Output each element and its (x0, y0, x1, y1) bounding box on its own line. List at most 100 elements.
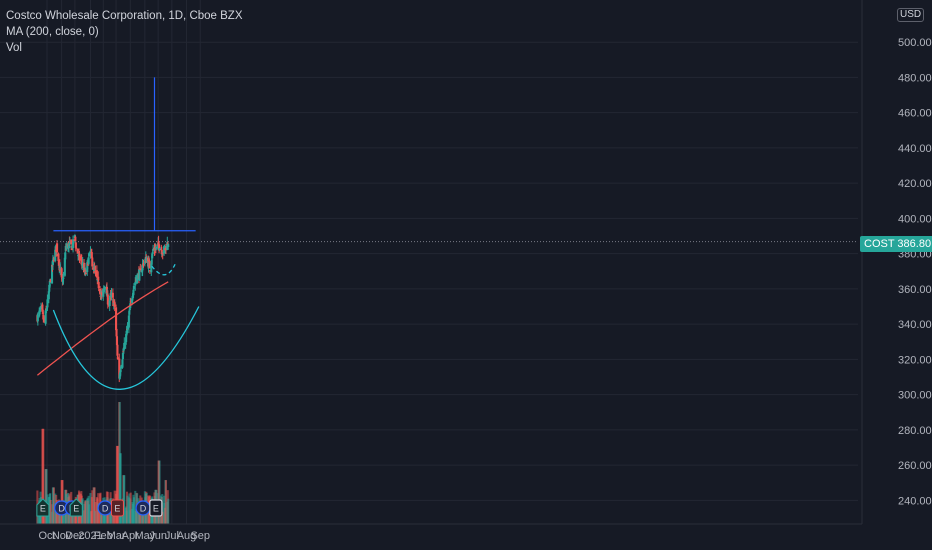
drawing-overlays (0, 77, 858, 390)
event-marker-earnings[interactable]: E (69, 498, 83, 517)
event-marker-label: D (102, 504, 109, 514)
event-marker-dividend[interactable]: D (97, 500, 113, 516)
volume-bar (158, 460, 161, 524)
candle-body (136, 275, 139, 284)
price-axis[interactable]: 500.00480.00460.00440.00420.00400.00380.… (861, 0, 932, 524)
event-marker-label: E (114, 504, 120, 514)
candle-body (72, 239, 75, 249)
candle-body (46, 299, 49, 308)
candle-body (142, 263, 145, 266)
candle-body (63, 257, 66, 276)
volume-bar (100, 507, 103, 524)
price-tick-label: 480.00 (898, 72, 932, 84)
price-tick-label: 500.00 (898, 37, 932, 49)
candle-body (121, 352, 124, 360)
candle-body (97, 276, 100, 280)
candle-body (119, 370, 122, 373)
event-marker-earnings[interactable]: E (36, 498, 50, 517)
candle-body (122, 348, 125, 351)
volume-bar (132, 497, 135, 524)
volume-bar (129, 492, 132, 524)
candle-body (47, 291, 50, 300)
candle-body (36, 314, 39, 322)
price-tick-label: 300.00 (898, 390, 932, 402)
price-tick-label: 240.00 (898, 495, 932, 507)
candle-body (102, 288, 105, 297)
candle-body (64, 252, 67, 260)
event-marker-earnings-selected[interactable]: E (110, 499, 124, 517)
candle-body (99, 288, 102, 294)
volume-bar (123, 475, 126, 524)
candle-body (50, 264, 54, 284)
volume-bar (116, 445, 119, 524)
candle-body (87, 257, 90, 264)
candle-body (75, 247, 78, 249)
time-tick-label: Dec (65, 530, 85, 542)
candle-body (62, 277, 65, 279)
price-tick-label: 280.00 (898, 425, 932, 437)
time-tick-label: Sep (190, 530, 210, 542)
price-tick-label: 440.00 (898, 143, 932, 155)
volume-bar (104, 510, 107, 524)
cup-arc (52, 306, 200, 390)
volume-bar (134, 490, 137, 524)
candle-body (145, 258, 148, 262)
volume-bar (167, 498, 170, 524)
candle-body (100, 292, 103, 296)
candle-body (151, 252, 154, 254)
badge-value: 386.80 (897, 238, 932, 250)
candle-body (125, 330, 128, 336)
candle-body (48, 285, 51, 292)
candle-body (148, 261, 151, 269)
currency-label[interactable]: USD (897, 8, 925, 22)
time-tick-label: Apr (122, 530, 139, 542)
chart-grid (0, 0, 858, 524)
legend-symbol[interactable]: Costco Wholesale Corporation, 1D, Cboe B… (6, 10, 243, 22)
candle-body (40, 306, 43, 308)
candle-body (113, 302, 116, 307)
volume-bar (119, 453, 122, 524)
legend-volume[interactable]: Vol (6, 42, 22, 54)
price-tick-label: 340.00 (898, 319, 932, 331)
price-tick-label: 460.00 (898, 108, 932, 120)
candle-body (42, 315, 45, 320)
time-tick-label: Oct (38, 530, 55, 542)
candle-body (76, 248, 79, 254)
volume-bar (91, 490, 94, 524)
volume-bar (97, 510, 100, 524)
candle-body (90, 252, 93, 259)
event-marker-earnings-outline[interactable]: E (149, 499, 163, 517)
candle-body (41, 304, 44, 312)
event-marker-label: E (40, 504, 46, 514)
price-tick-label: 400.00 (898, 213, 932, 225)
candle-body (44, 310, 47, 324)
candle-body (52, 260, 55, 262)
volume-bar (94, 502, 97, 524)
candle-body (150, 259, 153, 265)
candle-body (127, 315, 130, 328)
candle-body (111, 292, 114, 298)
candle-body (115, 307, 118, 331)
price-tick-label: 260.00 (898, 460, 932, 472)
time-tick-label: May (134, 530, 155, 542)
event-marker-label: E (153, 504, 159, 514)
event-marker-dividend[interactable]: D (135, 500, 151, 516)
candle-body (123, 342, 126, 350)
volume-bar (52, 487, 55, 524)
candle-body (84, 272, 87, 274)
candle-body (158, 244, 161, 250)
candle-body (128, 310, 131, 315)
candle-body (43, 318, 46, 322)
volume-bar (161, 511, 164, 524)
candle-body (139, 268, 142, 271)
candle-body (132, 285, 135, 290)
event-marker-label: E (73, 504, 79, 514)
legend-ma[interactable]: MA (200, close, 0) (6, 26, 99, 38)
handle-arc (151, 263, 176, 276)
candle-body (56, 243, 59, 253)
candle-body (110, 292, 113, 297)
candle-body (132, 289, 135, 296)
event-markers[interactable]: EDDEDEDE (36, 498, 163, 517)
